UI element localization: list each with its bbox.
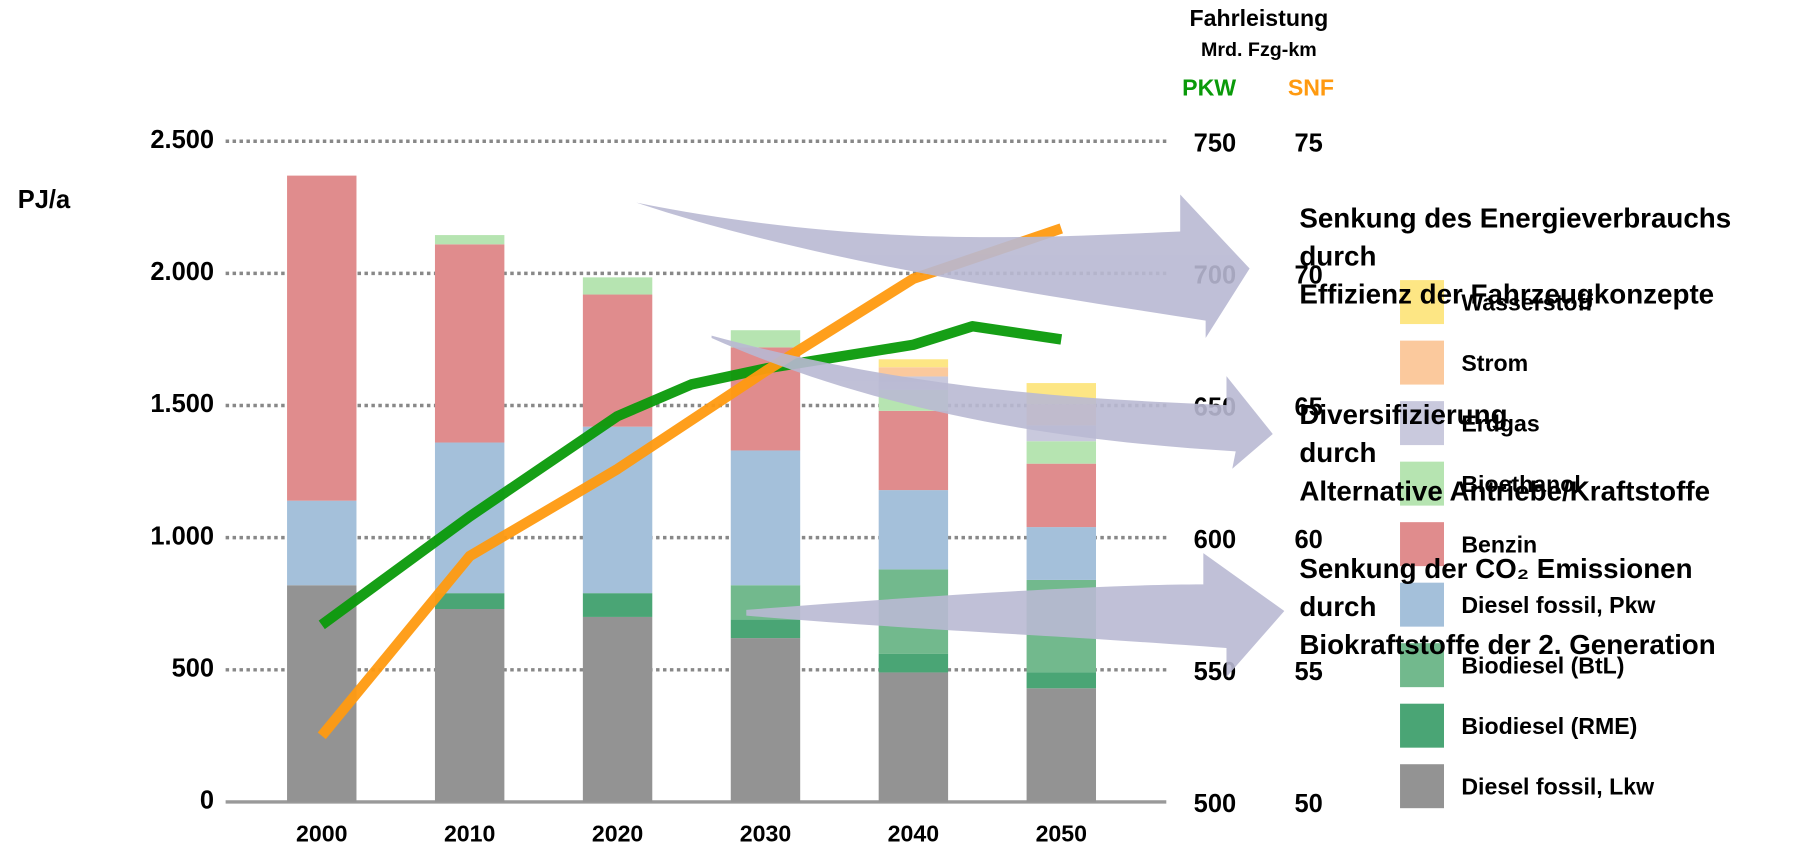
y2-tick-label: 750	[1194, 129, 1236, 157]
legend-label: Strom	[1461, 350, 1528, 376]
bar-segment	[287, 500, 357, 586]
y2-tick-label: 500	[1194, 790, 1236, 818]
header-title: Fahrleistung	[1189, 5, 1328, 31]
header-subtitle: Mrd. Fzg-km	[1201, 39, 1317, 61]
x-tick-label: 2050	[1036, 821, 1087, 846]
x-tick-label: 2000	[296, 821, 347, 846]
legend-label: Diesel fossil, Pkw	[1461, 592, 1656, 618]
y-tick-label: 0	[200, 787, 214, 815]
legend-swatch	[1400, 461, 1444, 506]
bar-segment	[730, 330, 801, 348]
y-tick-label: 1.500	[150, 390, 214, 418]
legend-swatch	[1400, 280, 1444, 325]
annotation: durch	[1299, 437, 1376, 468]
y3-tick-label: 60	[1294, 526, 1322, 554]
arrow	[636, 194, 1250, 338]
line-legend: PKW	[1182, 74, 1236, 100]
legend-swatch	[1400, 340, 1444, 385]
annotation: Senkung des Energieverbrauchs	[1299, 202, 1731, 233]
legend-label: Bioethanol	[1461, 471, 1580, 497]
bar-segment	[730, 619, 801, 639]
bar-segment	[878, 490, 949, 570]
bar-segment	[1026, 527, 1097, 580]
annotation: Alternative Antriebe/Kraftstoffe	[1299, 475, 1710, 506]
y3-tick-label: 75	[1294, 129, 1322, 157]
arrow	[711, 335, 1273, 469]
bar-segment	[434, 244, 505, 443]
legend-label: Erdgas	[1461, 411, 1539, 437]
bar-segment	[1026, 463, 1097, 528]
x-tick-label: 2040	[888, 821, 939, 846]
legend-label: Biodiesel (BtL)	[1461, 653, 1624, 679]
bar-segment	[434, 609, 505, 802]
annotation: Effizienz der Fahrzeugkonzepte	[1299, 279, 1714, 310]
bar-segment	[730, 638, 801, 802]
legend-swatch	[1400, 764, 1444, 809]
bar-segment	[434, 593, 505, 610]
bar-segment	[582, 593, 653, 617]
legend-label: Wasserstoff	[1461, 290, 1593, 316]
bar-segment	[1026, 441, 1097, 464]
bar-segment	[1026, 688, 1097, 802]
bar-segment	[582, 616, 653, 802]
annotation: Biokraftstoffe der 2. Generation	[1299, 629, 1715, 660]
y3-tick-label: 50	[1294, 790, 1322, 818]
bar-segment	[878, 367, 949, 377]
legend-label: Benzin	[1461, 532, 1537, 558]
y-tick-label: 2.500	[150, 126, 214, 154]
legend-swatch	[1400, 401, 1444, 446]
legend-swatch	[1400, 703, 1444, 748]
line-series	[317, 223, 1063, 740]
annotation: Diversifizierung	[1299, 399, 1507, 430]
arrows	[636, 194, 1285, 677]
bar-segment	[878, 653, 949, 673]
bar-segment	[434, 235, 505, 245]
bar-segment	[1026, 672, 1097, 689]
bar-segment	[582, 277, 653, 295]
y-tick-label: 1.000	[150, 522, 214, 550]
line-series	[318, 321, 1063, 630]
annotation: durch	[1299, 240, 1376, 271]
y3-tick-label: 70	[1294, 262, 1322, 290]
y2-tick-label: 600	[1194, 526, 1236, 554]
legend-label: Diesel fossil, Lkw	[1461, 774, 1655, 800]
x-tick-label: 2030	[740, 821, 791, 846]
x-tick-label: 2020	[592, 821, 643, 846]
annotation: Senkung der CO₂ Emissionen	[1299, 553, 1692, 584]
y-tick-label: 500	[172, 655, 214, 683]
bar-segment	[878, 672, 949, 802]
legend-swatch	[1400, 522, 1444, 567]
y3-tick-label: 65	[1294, 394, 1322, 422]
bar-segment	[287, 585, 357, 802]
y-axis-label: PJ/a	[18, 186, 71, 214]
x-tick-label: 2010	[444, 821, 495, 846]
legend-label: Biodiesel (RME)	[1461, 713, 1637, 739]
legend-swatch	[1400, 582, 1444, 627]
line-legend: SNF	[1288, 74, 1334, 100]
bar-segment	[878, 410, 949, 491]
bar-segment	[730, 450, 801, 586]
y-tick-label: 2.000	[150, 258, 214, 286]
annotation: durch	[1299, 591, 1376, 622]
y3-tick-label: 55	[1294, 658, 1322, 686]
bar-segment	[878, 359, 949, 368]
legend-swatch	[1400, 643, 1444, 688]
bar-segment	[287, 175, 357, 501]
arrow	[746, 553, 1285, 677]
